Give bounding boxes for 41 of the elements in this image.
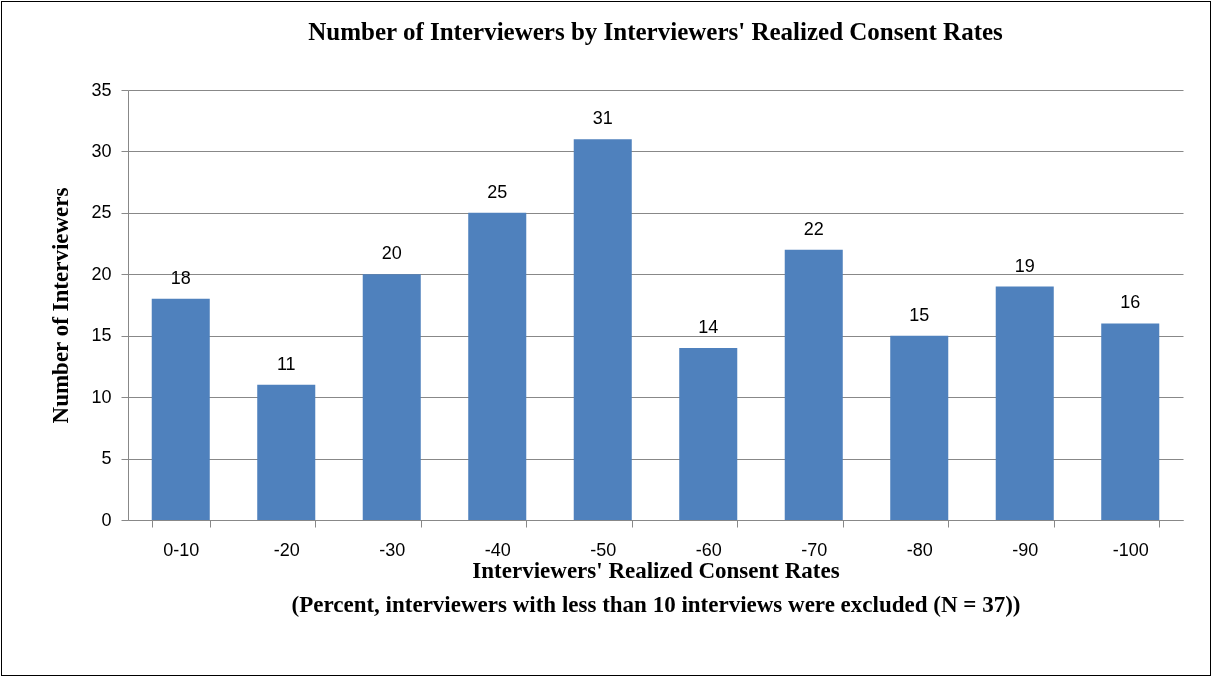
- data-label: 22: [803, 218, 824, 239]
- x-tick-label: -20: [273, 539, 300, 560]
- data-label: 14: [698, 317, 719, 337]
- bar: [890, 335, 949, 520]
- y-tick-label: 30: [91, 140, 112, 161]
- data-label: 18: [170, 267, 191, 288]
- data-label: 20: [381, 243, 402, 264]
- bar: [151, 298, 210, 520]
- y-axis-title: Number of Interviewers: [48, 187, 74, 424]
- bar: [362, 274, 421, 520]
- bar: [573, 139, 632, 520]
- x-tick-label: -90: [1012, 539, 1039, 560]
- y-tick-label: 0: [101, 509, 112, 530]
- y-tick-label: 25: [91, 202, 112, 223]
- y-tick-label: 10: [91, 386, 112, 407]
- y-tick-label: 20: [91, 263, 112, 284]
- chart-title: Number of Interviewers by Interviewers' Realized Consent Rates: [308, 18, 1004, 45]
- x-tick-label: -80: [906, 539, 933, 560]
- data-label: 31: [592, 108, 613, 129]
- bar: [468, 212, 527, 520]
- x-tick-label: -50: [590, 539, 617, 560]
- y-tick-label: 15: [91, 325, 112, 346]
- x-axis-title: Interviewers' Realized Consent Rates (Percent, interviewers with less than 10 interviews were excluded (N = 37)): [291, 557, 1021, 617]
- x-tick-label: 0-10: [163, 539, 200, 560]
- bar: [784, 249, 843, 520]
- x-tick-label: -60: [695, 539, 722, 560]
- y-tick-label: 5: [101, 448, 112, 469]
- data-label: 16: [1120, 292, 1141, 313]
- x-tick-label: -100: [1112, 539, 1149, 560]
- y-tick-label: 35: [91, 79, 112, 100]
- bar: [257, 384, 316, 520]
- bar: [995, 286, 1054, 520]
- x-tick-label: -40: [484, 539, 511, 560]
- bar: [679, 348, 738, 520]
- data-label: 15: [909, 304, 930, 325]
- bar: [1101, 323, 1160, 520]
- data-label: 19: [1014, 255, 1035, 276]
- data-label: 25: [487, 181, 508, 202]
- data-label: 11: [276, 353, 296, 374]
- x-tick-label: -70: [801, 539, 828, 560]
- x-tick-label: -30: [379, 539, 406, 560]
